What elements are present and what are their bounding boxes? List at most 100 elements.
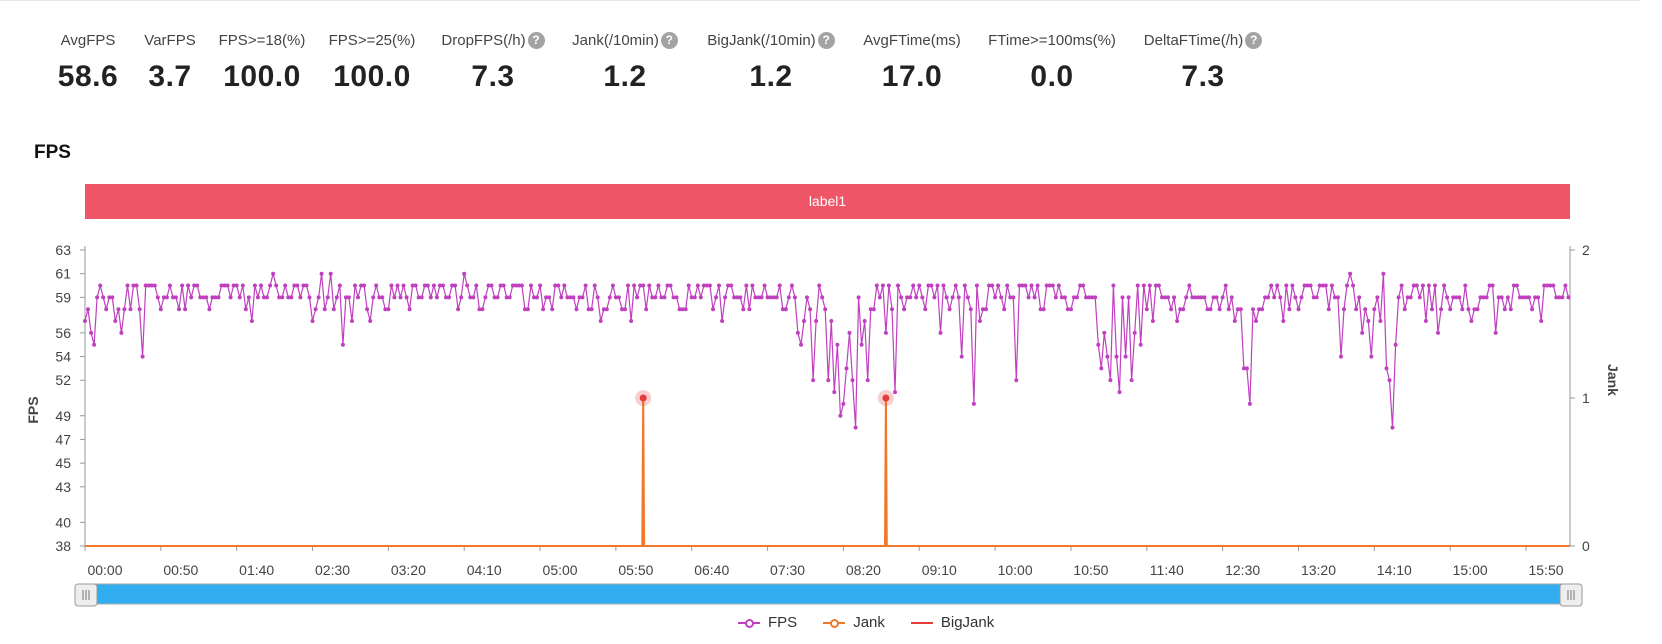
fps-point (1132, 330, 1137, 335)
fps-point (404, 295, 409, 300)
fps-point (938, 330, 943, 335)
fps-point (1475, 307, 1480, 312)
fps-point (529, 283, 533, 288)
fps-point (1078, 283, 1083, 288)
fps-point (210, 295, 215, 300)
fps-point (125, 283, 130, 288)
x-tick-label: 09:10 (922, 562, 957, 578)
fps-point (635, 295, 640, 300)
fps-point (471, 295, 476, 300)
y-tick-label: 54 (55, 349, 71, 365)
help-icon[interactable]: ? (660, 31, 678, 49)
fps-point (565, 295, 570, 300)
fps-point (1178, 307, 1183, 312)
fps-point (410, 283, 415, 288)
legend-item-fps[interactable]: FPS (738, 614, 797, 631)
fps-point (149, 283, 154, 288)
label-band[interactable]: label1 (85, 184, 1570, 219)
fps-point (1451, 295, 1456, 300)
fps-point (604, 307, 609, 312)
legend-item-bigjank[interactable]: BigJank (910, 614, 994, 631)
fps-point (1457, 295, 1462, 300)
fps-point (519, 283, 524, 288)
fps-point (535, 295, 539, 300)
fps-point (559, 295, 564, 300)
fps-point (850, 378, 855, 383)
fps-point (389, 283, 394, 288)
fps-point (83, 319, 87, 323)
fps-point (304, 283, 309, 288)
fps-point (292, 283, 297, 288)
fps-point (1393, 342, 1398, 347)
fps-point (1527, 295, 1531, 300)
fps-point (307, 295, 312, 300)
fps-point (243, 307, 248, 312)
fps-point (137, 307, 142, 312)
fps-point (246, 295, 251, 300)
fps-point (322, 307, 327, 312)
fps-point (343, 295, 348, 300)
fps-point (1053, 295, 1058, 300)
fps-point (738, 295, 743, 300)
fps-point (319, 271, 324, 276)
fps-point (268, 283, 273, 288)
fps-point (1284, 283, 1289, 288)
fps-point (610, 283, 615, 288)
fps-point (607, 295, 612, 300)
help-icon[interactable]: ? (817, 31, 835, 49)
fps-point (1163, 295, 1167, 300)
fps-point (362, 283, 367, 288)
metric-4: DropFPS(/h)? 7.3 (403, 30, 583, 94)
fps-point (140, 354, 145, 359)
fps-point (880, 283, 885, 288)
fps-point (441, 283, 445, 288)
fps-point (532, 295, 536, 300)
x-tick-label: 10:00 (998, 562, 1033, 578)
help-icon[interactable]: ? (1245, 31, 1263, 49)
fps-point (656, 283, 661, 288)
fps-point (510, 283, 515, 288)
y-tick-label: 40 (55, 514, 71, 530)
fps-point (1317, 283, 1322, 288)
fps-point (380, 295, 385, 300)
fps-point (1508, 307, 1513, 312)
fps-point (701, 283, 706, 288)
help-icon[interactable]: ? (527, 31, 545, 49)
fps-point (1308, 283, 1313, 288)
fps-point (1035, 283, 1040, 288)
fps-point (131, 283, 136, 288)
fps-point (444, 295, 448, 300)
fps-point (711, 307, 715, 312)
y2-tick-label: 1 (1582, 390, 1590, 406)
fps-point (759, 295, 764, 300)
fps-point (1254, 319, 1258, 323)
fps-point (968, 307, 973, 312)
y2-tick-label: 2 (1582, 242, 1590, 258)
fps-point (265, 295, 269, 300)
fps-point (1205, 307, 1210, 312)
fps-point (353, 283, 357, 288)
fps-point (632, 283, 637, 288)
x-tick-label: 15:50 (1528, 562, 1563, 578)
fps-point (1044, 283, 1049, 288)
fps-point (1232, 319, 1237, 323)
fps-point (1466, 307, 1471, 312)
fps-point (213, 295, 218, 300)
fps-point (1402, 307, 1407, 312)
fps-point (601, 307, 606, 312)
fps-point (574, 307, 579, 312)
fps-point (1293, 295, 1298, 300)
metric-label: BigJank(/10min) (707, 31, 816, 49)
fps-point (917, 283, 922, 288)
fps-point (492, 295, 497, 300)
fps-point (1032, 295, 1037, 300)
fps-point (1072, 295, 1076, 300)
fps-point (1332, 295, 1337, 300)
fps-point (289, 295, 294, 300)
fps-point (1357, 295, 1362, 300)
fps-point (1017, 283, 1022, 288)
legend-item-jank[interactable]: Jank (823, 614, 885, 631)
fps-point (780, 307, 785, 312)
fps-point (1436, 330, 1440, 335)
fps-point (428, 295, 433, 300)
